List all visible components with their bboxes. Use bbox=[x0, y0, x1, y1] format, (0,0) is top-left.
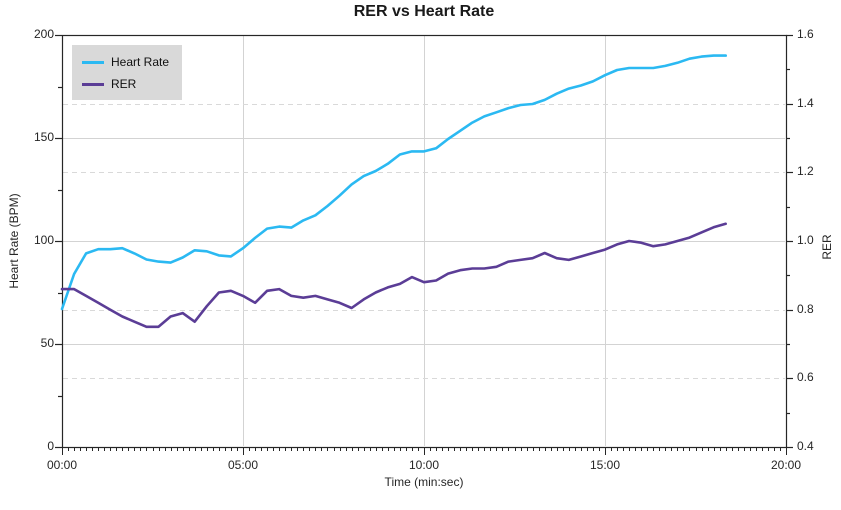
x-tick-label: 15:00 bbox=[589, 458, 621, 472]
x-axis-title: Time (min:sec) bbox=[384, 475, 464, 489]
y-left-tick-label: 0 bbox=[47, 439, 54, 453]
legend-entry-rer[interactable]: RER bbox=[82, 73, 182, 95]
legend-entry-heart-rate[interactable]: Heart Rate bbox=[82, 51, 182, 73]
series-line-heart-rate bbox=[60, 54, 728, 311]
legend-label-rer: RER bbox=[111, 77, 137, 91]
heart-rate-line-swatch bbox=[82, 60, 104, 64]
y-right-axis-title: RER bbox=[820, 234, 834, 260]
y-left-tick-label: 150 bbox=[33, 130, 54, 144]
x-tick-label: 10:00 bbox=[408, 458, 440, 472]
y-left-tick-label: 100 bbox=[33, 233, 54, 247]
y-right-tick-label: 0.6 bbox=[797, 370, 814, 384]
y-right-tick-label: 0.4 bbox=[797, 439, 814, 453]
x-tick-label: 05:00 bbox=[227, 458, 259, 472]
y-right-tick-label: 1.6 bbox=[797, 27, 814, 41]
legend: Heart Rate RER bbox=[72, 45, 182, 100]
y-right-tick-label: 0.8 bbox=[797, 302, 814, 316]
y-left-tick-label: 50 bbox=[40, 336, 54, 350]
series-line-rer bbox=[60, 222, 728, 329]
rer-line-swatch bbox=[82, 82, 104, 86]
y-left-axis-title: Heart Rate (BPM) bbox=[7, 193, 21, 289]
x-tick-label: 20:00 bbox=[770, 458, 802, 472]
chart-title: RER vs Heart Rate bbox=[353, 3, 495, 20]
y-right-tick-label: 1.2 bbox=[797, 164, 814, 178]
legend-label-heart-rate: Heart Rate bbox=[111, 55, 170, 69]
y-right-tick-label: 1.0 bbox=[797, 233, 814, 247]
y-right-tick-label: 1.4 bbox=[797, 96, 814, 110]
y-left-tick-label: 200 bbox=[33, 27, 54, 41]
x-tick-label: 00:00 bbox=[46, 458, 78, 472]
